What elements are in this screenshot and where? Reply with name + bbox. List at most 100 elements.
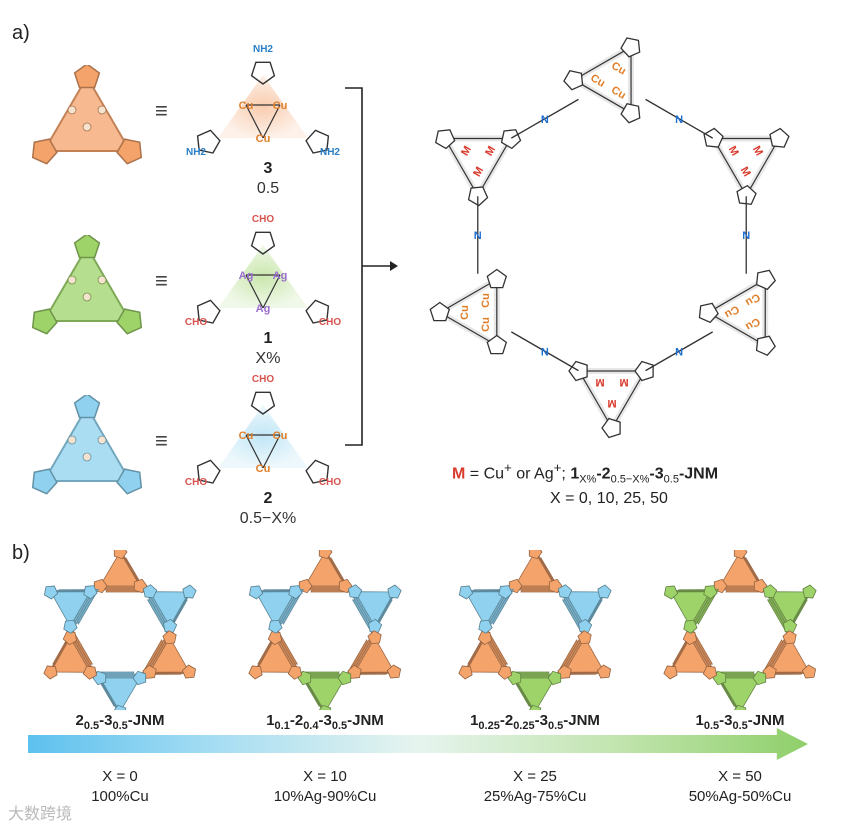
label-unit-number: 1	[695, 712, 704, 729]
triangle-frame	[706, 278, 766, 347]
pyrazole-ring	[596, 664, 612, 679]
pyrazole-ring	[547, 670, 562, 686]
metal-atom-label: Ag	[239, 270, 254, 282]
label-unit-ratio: 0.5	[112, 720, 128, 732]
network-node-green	[712, 670, 767, 710]
label-suffix: -JNM	[347, 712, 384, 729]
imine-n-label: N	[474, 230, 482, 242]
legend-n3: 3	[654, 465, 664, 483]
network-node-blue	[347, 584, 402, 636]
stacked-layer	[719, 551, 761, 587]
metal-atom-label: M	[750, 144, 765, 158]
pyrazole-ring	[557, 584, 573, 599]
pyrazole-ring	[113, 550, 128, 560]
pyrazole-ring	[755, 335, 776, 356]
functional-group-label: NH2	[253, 44, 273, 55]
label-unit-number: 3	[104, 712, 113, 729]
label-unit-ratio: 0.1	[274, 720, 290, 732]
stacked-layer	[50, 636, 91, 673]
metal-atom-label: M	[619, 376, 628, 388]
functional-group-label: CHO	[252, 374, 274, 385]
unit-3-cartoon	[32, 65, 142, 165]
pyrazole-ring	[702, 665, 718, 680]
network-node-orange	[43, 628, 98, 680]
metal-bond	[245, 434, 264, 469]
imine-n-label: N	[541, 346, 549, 358]
pyrazole-ring	[142, 664, 157, 679]
network-3-composition: 25%Ag-75%Cu	[483, 788, 587, 805]
network-2-render	[248, 550, 402, 710]
pyrazole-ring	[762, 584, 778, 599]
metal-node	[82, 292, 92, 302]
stacked-layer	[564, 591, 605, 628]
pyrazole-ring	[337, 670, 352, 686]
legend-m: M	[452, 465, 466, 483]
pyrazole-ring	[162, 630, 177, 645]
pyrazole-ring	[597, 584, 612, 599]
legend-plus1: +	[504, 460, 512, 475]
pyrazole-ring	[196, 459, 221, 484]
triangle-shade	[218, 75, 308, 138]
pyrazole-ring	[458, 665, 473, 680]
unit-2-number: 2	[208, 490, 328, 508]
functional-group-label: CHO	[319, 477, 341, 488]
metal-atom-label: Cu	[609, 60, 628, 78]
unit-1-structure: Ag Ag Ag CHO CHO CHO	[185, 214, 341, 328]
metal-atom-label: Ag	[273, 270, 288, 282]
label-dash: -	[99, 712, 105, 729]
stacked-layer	[149, 591, 190, 628]
triangle-core	[43, 246, 131, 322]
label-unit-number: 3	[724, 712, 733, 729]
label-unit-ratio: 0.25	[478, 720, 500, 732]
pyrazole-ring	[620, 37, 641, 58]
legend-x-values: X = 0, 10, 25, 50	[550, 490, 668, 507]
stacked-layer	[514, 551, 556, 587]
triangle-frame	[577, 370, 647, 430]
network-node-orange	[713, 550, 768, 594]
imine-n-label: N	[675, 346, 683, 358]
stacked-layer	[514, 677, 556, 710]
metal-atom-label: Cu	[273, 430, 288, 442]
bracket-line	[345, 87, 363, 446]
equivalence-symbol: ≡	[155, 268, 168, 293]
equivalence-symbol: ≡	[155, 98, 168, 123]
network-node-blue	[92, 670, 147, 710]
network-3-x-value: X = 25	[513, 768, 557, 785]
unit-1-ratio: X%	[255, 350, 281, 367]
legend-or: or Ag	[511, 465, 554, 483]
legend-dash2: -	[649, 465, 655, 483]
metal-atom-label: Cu	[480, 293, 492, 308]
pyrazole-ring	[318, 550, 333, 560]
triangle-frame	[438, 278, 498, 347]
pyrazole-ring	[682, 631, 698, 646]
metal-atom-label: Ag	[256, 303, 271, 315]
pyrazole-ring	[577, 630, 592, 645]
pyrazole-ring	[577, 618, 593, 633]
pyrazole-ring	[116, 308, 142, 335]
unit-number: 1	[263, 330, 273, 347]
watermark-text: 大数跨境	[8, 806, 73, 823]
network-2-composition: 10%Ag-90%Cu	[273, 788, 377, 805]
network-3-render	[458, 550, 612, 710]
label-unit-ratio: 0.5	[331, 720, 348, 732]
metal-atom-label: M	[459, 144, 474, 158]
label-suffix: -JNM	[563, 712, 600, 729]
legend-dash1: -	[596, 465, 602, 483]
stacked-layer	[304, 551, 346, 587]
pyrazole-ring	[634, 360, 654, 382]
network-node-green	[297, 670, 352, 710]
pyrazole-ring	[305, 459, 330, 484]
pyrazole-ring	[250, 391, 276, 415]
label-dash: -	[289, 712, 295, 729]
stacked-layer	[304, 677, 346, 710]
unit-3-number: 3	[208, 160, 328, 178]
pyrazole-ring	[63, 619, 78, 634]
m-triangle-node: MMM	[703, 127, 790, 205]
pyrazole-ring	[486, 268, 508, 289]
pyrazole-ring	[268, 619, 283, 634]
label-unit-ratio: 0.4	[303, 720, 319, 732]
label-unit-number: 1	[266, 712, 275, 729]
metal-node	[67, 105, 77, 115]
